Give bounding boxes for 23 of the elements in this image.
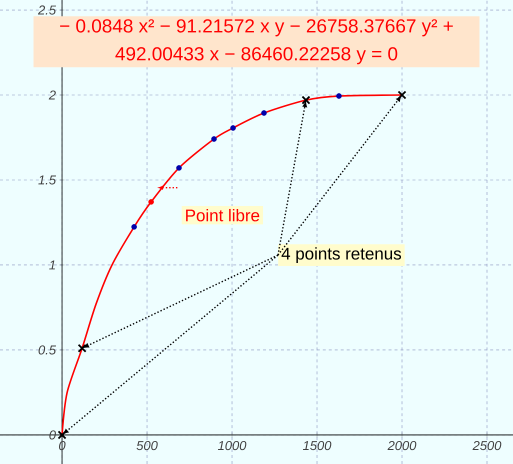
annotation: − 0.0848 x² − 91.21572 x y − 26758.37667 y² + 492.00433 x − 86460.22258 y = 0 (60, 19, 453, 64)
point (148, 199, 154, 205)
x-tick-label: 1000 (218, 440, 246, 450)
x-tick-label: 500 (136, 440, 158, 450)
point (211, 136, 217, 142)
y-tick-label: 1.5 (38, 175, 56, 185)
point (336, 93, 342, 99)
point (230, 125, 236, 131)
y-tick-label: 0.5 (38, 345, 56, 355)
y-tick-label: 2.5 (38, 5, 56, 15)
point (78, 344, 87, 353)
x-tick-label: 2000 (388, 440, 416, 450)
point (302, 96, 310, 105)
point (131, 224, 137, 230)
y-tick-label: 2 (48, 90, 56, 100)
annotation: 4 points retenus (282, 247, 402, 263)
x-tick-label: 1500 (302, 440, 332, 450)
point (176, 165, 182, 171)
annotation: Point libre (186, 208, 260, 222)
y-tick-label: 1 (49, 260, 55, 270)
point (261, 110, 267, 116)
x-tick-label: 2500 (472, 440, 502, 450)
point (398, 90, 406, 100)
